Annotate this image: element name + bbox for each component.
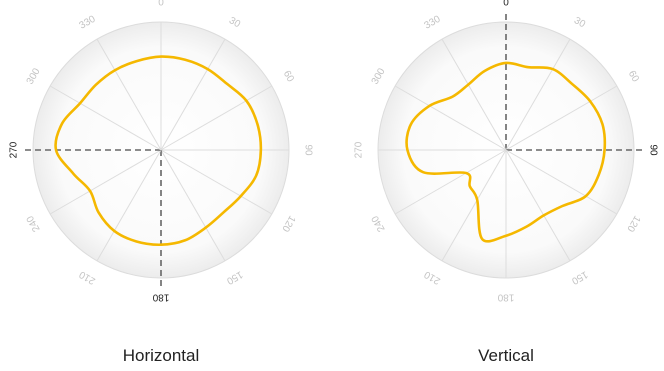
angle-tick-label: 270	[9, 141, 20, 158]
polar-spoke-60	[160, 85, 273, 151]
polar-spoke-120	[160, 149, 273, 215]
polar-spoke-150	[160, 149, 226, 262]
angle-tick-label: 0	[158, 0, 164, 9]
angle-tick-label: 90	[648, 144, 659, 156]
angle-tick-label: 180	[152, 292, 169, 303]
angle-tick-label: 180	[497, 292, 514, 303]
polar-spoke-150	[505, 149, 571, 262]
polar-spoke-30	[505, 38, 571, 151]
polar-spoke-330	[441, 38, 507, 151]
polar-spoke-240	[49, 149, 162, 215]
angle-tick-label: 330	[423, 14, 443, 32]
chart-caption-horizontal: Horizontal	[122, 346, 200, 365]
polar-series-line	[405, 61, 607, 243]
polar-spoke-120	[505, 149, 618, 215]
polar-chart-0: 0 30 60 90 120 150 180 210 240 270 300 330	[9, 0, 314, 303]
polar-series-line	[54, 55, 263, 247]
angle-tick-label: 30	[572, 15, 588, 30]
angle-tick-label: 0	[503, 0, 509, 9]
angle-tick-label: 210	[77, 268, 97, 286]
angle-tick-label: 120	[279, 214, 297, 234]
angle-tick-label: 240	[370, 213, 388, 233]
angle-tick-label: 150	[224, 268, 244, 286]
angle-tick-label: 120	[624, 214, 642, 234]
angle-tick-label: 210	[422, 268, 442, 286]
polar-spoke-210	[441, 149, 507, 262]
angle-tick-label: 330	[78, 14, 98, 32]
angle-tick-label: 30	[227, 15, 243, 30]
polar-spoke-60	[505, 85, 618, 151]
polar-spoke-30	[160, 38, 226, 151]
polar-spoke-300	[49, 85, 162, 151]
angle-tick-label: 240	[25, 213, 43, 233]
polar-chart-1: 0 30 60 90 120 150 180 210 240 270 300 330	[354, 0, 659, 303]
angle-tick-label: 60	[281, 69, 296, 85]
polar-spoke-210	[96, 149, 162, 262]
polar-spoke-240	[394, 149, 507, 215]
polar-spoke-330	[96, 38, 162, 151]
angle-tick-label: 300	[370, 66, 388, 86]
polar-spoke-300	[394, 85, 507, 151]
chart-caption-vertical: Vertical	[478, 346, 534, 365]
angle-tick-label: 60	[626, 69, 641, 85]
angle-tick-label: 270	[354, 141, 365, 158]
angle-tick-label: 90	[303, 144, 314, 156]
angle-tick-label: 150	[569, 268, 589, 286]
angle-tick-label: 300	[25, 66, 43, 86]
